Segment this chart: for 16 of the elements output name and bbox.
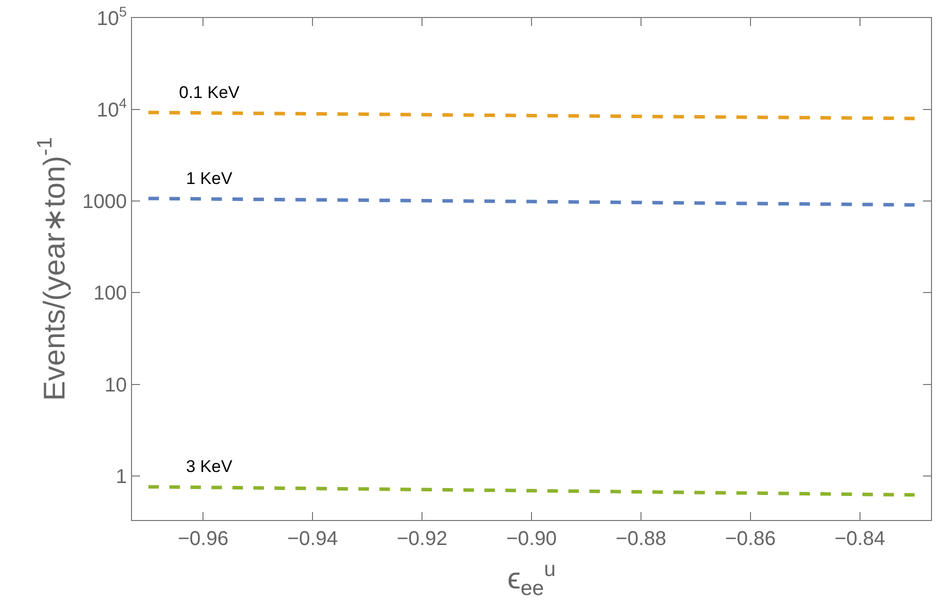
y-tick-label: 100 xyxy=(93,282,127,305)
x-tick-label: −0.86 xyxy=(725,528,776,550)
x-tick-label: −0.92 xyxy=(396,528,448,550)
x-tick-label: −0.88 xyxy=(616,528,666,550)
series-label: 1 KeV xyxy=(186,169,233,188)
y-tick-label: 1 xyxy=(116,466,127,488)
x-tick-label: −0.84 xyxy=(834,528,886,550)
y-tick-label: 10 xyxy=(104,374,127,396)
y-tick-label: 10$^{4}$ xyxy=(96,95,128,122)
x-tick-label: −0.96 xyxy=(178,528,228,550)
x-tick-label: −0.90 xyxy=(506,528,557,550)
series-label: 3 KeV xyxy=(186,457,233,476)
y-tick-label: 10$^{5}$ xyxy=(96,4,128,30)
y-tick-label: 1000 xyxy=(82,191,127,214)
x-tick-label: −0.94 xyxy=(287,528,338,550)
series-label: 0.1 KeV xyxy=(179,83,240,102)
